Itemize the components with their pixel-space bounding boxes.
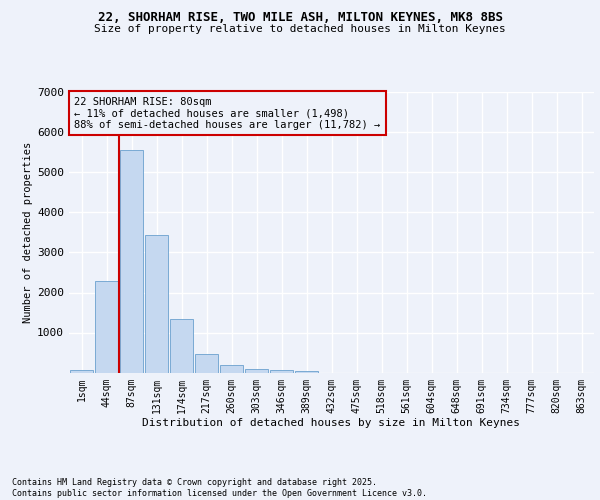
Text: Contains HM Land Registry data © Crown copyright and database right 2025.
Contai: Contains HM Land Registry data © Crown c… — [12, 478, 427, 498]
Bar — [95, 280, 118, 372]
Bar — [270, 370, 293, 372]
Text: 22, SHORHAM RISE, TWO MILE ASH, MILTON KEYNES, MK8 8BS: 22, SHORHAM RISE, TWO MILE ASH, MILTON K… — [97, 11, 503, 24]
Bar — [70, 370, 93, 372]
Bar — [145, 236, 168, 372]
Bar — [195, 354, 218, 372]
Bar — [170, 319, 193, 372]
Bar — [220, 365, 243, 372]
Y-axis label: Number of detached properties: Number of detached properties — [23, 142, 33, 323]
X-axis label: Distribution of detached houses by size in Milton Keynes: Distribution of detached houses by size … — [143, 418, 521, 428]
Bar — [120, 150, 143, 372]
Text: Size of property relative to detached houses in Milton Keynes: Size of property relative to detached ho… — [94, 24, 506, 34]
Text: 22 SHORHAM RISE: 80sqm
← 11% of detached houses are smaller (1,498)
88% of semi-: 22 SHORHAM RISE: 80sqm ← 11% of detached… — [74, 96, 380, 130]
Bar — [245, 368, 268, 372]
Bar — [295, 370, 318, 372]
